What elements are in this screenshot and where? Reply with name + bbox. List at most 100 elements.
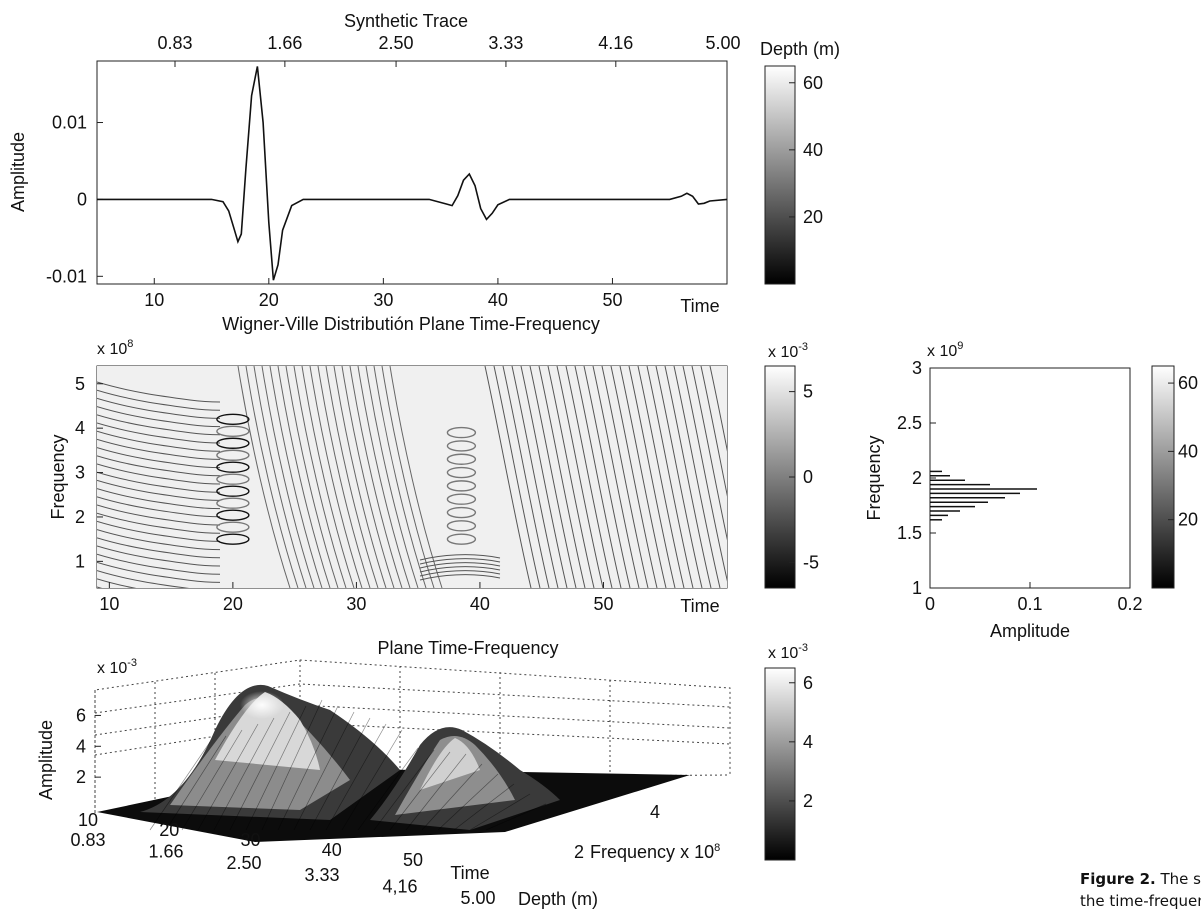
trace-x-tick-label: 50 [602,290,622,310]
wvd-contour [97,397,221,419]
wvd-energy-ellipse [216,473,250,485]
caption-line-1: The synthetic t [1160,870,1201,888]
wvd-contour [97,504,221,526]
surface-zlabel: Amplitude [36,720,56,800]
trace-top-tick-label: 1.66 [267,33,302,53]
wvd-y-multiplier: x 108 [97,338,133,358]
wvd-contour [97,381,221,403]
wvd-contour [97,447,221,469]
wvd-energy-ellipse [446,506,477,519]
wvd-contour [419,558,501,565]
wvd-contour [691,366,727,541]
wvd-energy-ellipses [216,413,477,545]
wvd-energy-ellipse [216,449,250,461]
wvd-contour [637,366,685,588]
trace-colorbar-tick-label: 40 [803,140,823,160]
surface-depth-tick-label: 4,16 [382,876,417,896]
spectrum-ylabel: Frequency [864,435,884,520]
caption-figure-number: Figure 2. [1080,870,1156,888]
wvd-contour [520,366,568,588]
wvd-energy-ellipse [216,533,250,545]
surface-mesh-line [421,763,483,831]
wvd-contour [419,566,501,573]
surface-mesh-line [229,711,291,831]
wvd-contour [293,366,347,588]
wvd-contour [97,529,221,551]
wvd-contour [646,366,694,588]
wvd-contour [682,366,727,582]
wvd-contour [97,578,137,588]
trace-colorbar-tick-label: 20 [803,207,823,227]
wvd-contour [373,366,427,588]
wvd-energy-ellipse [446,493,477,505]
surface-time-tick-label: 10 [78,810,98,830]
wvd-contour [97,512,221,534]
wvd-title: Wigner-Ville Distributión Plane Time-Fre… [222,314,600,334]
spectrum-y-multiplier: x 109 [927,340,963,360]
wvd-contour [97,389,221,411]
trace-colorbar-ticks: 20 40 60 [789,73,823,227]
wvd-x-tick-label: 10 [99,594,119,614]
surface-mesh-line [453,783,515,831]
trace-x-tick-label: 30 [373,290,393,310]
surface-mesh-line [181,729,243,831]
wvd-contour [97,537,221,559]
figure-caption: Figure 2. The synthetic t the time-frequ… [1080,868,1201,916]
wvd-contour [285,366,339,588]
wvd-contour [97,414,221,436]
wvd-ylabel: Frequency [48,434,68,519]
wvd-energy-ellipse [216,461,250,473]
trace-x-tick-label: 40 [488,290,508,310]
caption-line-2: the time-frequency plane [1080,892,1201,910]
trace-title: Synthetic Trace [344,11,468,31]
surface-mesh-line [341,729,403,831]
surface-mesh-line [165,735,227,831]
trace-x-tick-label: 10 [144,290,164,310]
trace-top-tick-label: 3.33 [488,33,523,53]
surface-depth-ticks: 0.83 1.66 2.50 3.33 4,16 5.00 [70,830,495,908]
wvd-energy-ellipse [446,466,477,479]
spectrum-y-tick-label: 1.5 [897,523,922,543]
surface-mesh-line [405,753,467,831]
wvd-colorbar-ticks: -5 0 5 [789,382,819,572]
trace-y-tick-label: 0.01 [52,113,87,133]
spectrum-y-tick-label: 2.5 [897,413,922,433]
wvd-x-tick-label: 20 [223,594,243,614]
wvd-contour [547,366,595,588]
trace-y-ticks: -0.01 0 0.01 [46,113,103,286]
spectrum-colorbar-tick-label: 40 [1178,441,1198,461]
trace-y-tick-label: -0.01 [46,266,87,286]
wvd-contour [245,366,299,588]
wvd-contour [97,471,221,493]
surface-frequency-tick-label: 4 [650,802,660,822]
surface-z-tick-label: 2 [76,767,86,787]
spectrum-y-tick-label: 2 [912,468,922,488]
wvd-contour [419,554,501,561]
trace-axes-box [96,60,728,285]
wvd-contour [601,366,649,588]
surface-time-tick-label: 30 [240,830,260,850]
wvd-contour [610,366,658,588]
surface-z-ticks: 2 4 6 [76,705,101,787]
wvd-contour [97,553,221,575]
surface-mesh-line [373,749,435,831]
surface-depth-tick-label: 1.66 [148,842,183,862]
surface-frequency-ticks: 24 [574,802,660,862]
trace-top-tick-label: 5.00 [705,33,740,53]
trace-line [97,66,728,281]
wvd-y-tick-label: 3 [75,463,85,483]
surface-time-label: Time [450,863,489,883]
surface-mesh-line [149,741,211,831]
wvd-contour [269,366,323,588]
trace-panel: Synthetic Trace 0.83 1.66 2.50 3.33 4.16 5.00… [8,11,840,316]
wvd-energy-ellipse [446,426,477,439]
surface-mesh-line [325,723,387,831]
wvd-contour [419,574,501,581]
wvd-contour [574,366,622,588]
wvd-contour [333,366,387,588]
wvd-contour [565,366,613,588]
surface-mesh-line [437,773,499,831]
surface-mesh-line [213,717,275,831]
wvd-x-tick-label: 30 [346,594,366,614]
wvd-contour [97,406,221,428]
